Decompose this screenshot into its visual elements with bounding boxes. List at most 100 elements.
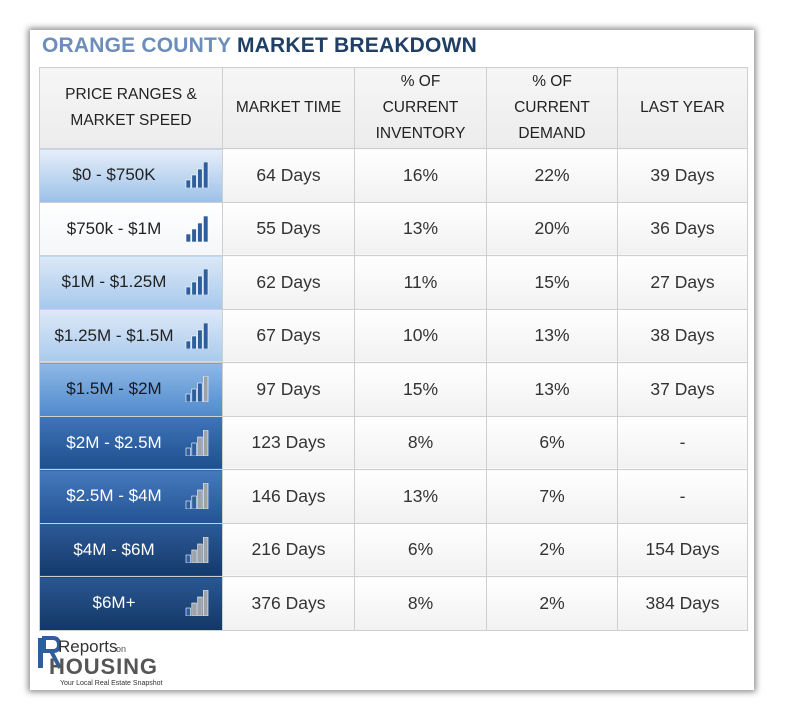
- market-speed-bars-icon: [185, 162, 209, 188]
- speed-bar: [191, 174, 197, 188]
- cell-market-time: 376 Days: [222, 576, 355, 631]
- speed-bar: [191, 442, 197, 456]
- table-row: $1.5M - $2M 97 Days 15% 13% 37 Days: [39, 362, 748, 417]
- speed-bar: [185, 447, 191, 456]
- cell-inventory: 16%: [354, 148, 487, 203]
- cell-inventory: 11%: [354, 255, 487, 310]
- market-speed-bars-icon: [185, 590, 209, 616]
- price-range-cell: $1M - $1.25M: [39, 255, 223, 310]
- cell-inventory: 6%: [354, 522, 487, 577]
- price-range-cell: $750k - $1M: [39, 201, 223, 256]
- market-table: PRICE RANGES & MARKET SPEED MARKET TIME …: [39, 67, 748, 631]
- cell-inventory: 8%: [354, 415, 487, 470]
- price-range-cell: $1.5M - $2M: [39, 362, 223, 417]
- market-speed-bars-icon: [185, 376, 209, 402]
- header-price-ranges: PRICE RANGES & MARKET SPEED: [39, 67, 223, 149]
- table-row: $4M - $6M 216 Days 6% 2% 154 Days: [39, 522, 748, 577]
- speed-bar: [197, 168, 203, 188]
- table-row: $0 - $750K 64 Days 16% 22% 39 Days: [39, 148, 748, 203]
- price-range-label: $6M+: [92, 593, 136, 613]
- speed-bar: [197, 222, 203, 242]
- speed-bar: [185, 233, 191, 242]
- speed-bar: [191, 228, 197, 242]
- header-row: PRICE RANGES & MARKET SPEED MARKET TIME …: [39, 67, 748, 149]
- title-county: ORANGE COUNTY: [42, 34, 231, 57]
- price-range-cell: $6M+: [39, 576, 223, 631]
- speed-bar: [203, 429, 209, 456]
- cell-demand: 22%: [486, 148, 618, 203]
- speed-bar: [185, 340, 191, 349]
- cell-market-time: 67 Days: [222, 308, 355, 363]
- cell-demand: 20%: [486, 201, 618, 256]
- cell-market-time: 97 Days: [222, 362, 355, 417]
- market-speed-bars-icon: [185, 483, 209, 509]
- market-speed-bars-icon: [185, 322, 209, 349]
- header-market-time-label: MARKET TIME: [235, 99, 342, 116]
- cell-demand: 7%: [486, 469, 618, 524]
- logo-word-reports: Reports: [58, 637, 118, 656]
- cell-inventory: 10%: [354, 308, 487, 363]
- price-range-label: $0 - $750K: [72, 165, 156, 185]
- price-range-cell: $2M - $2.5M: [39, 415, 223, 470]
- speed-bar: [197, 489, 203, 509]
- price-range-label: $1.25M - $1.5M: [54, 325, 174, 345]
- header-market-time: MARKET TIME: [222, 67, 355, 149]
- speed-bar: [185, 286, 191, 295]
- logo-tagline: Your Local Real Estate Snapshot: [60, 680, 163, 687]
- cell-last-year: 384 Days: [617, 576, 748, 631]
- table-row: $750k - $1M 55 Days 13% 20% 36 Days: [39, 201, 748, 256]
- price-range-label: $2.5M - $4M: [66, 486, 162, 506]
- cell-demand: 2%: [486, 522, 618, 577]
- price-range-label: $1.5M - $2M: [66, 379, 162, 399]
- market-speed-bars-icon: [185, 215, 209, 242]
- table-row: $1M - $1.25M 62 Days 11% 15% 27 Days: [39, 255, 748, 310]
- table-row: $2M - $2.5M 123 Days 8% 6% -: [39, 415, 748, 470]
- price-range-label: $750k - $1M: [66, 218, 162, 238]
- speed-bar: [197, 436, 203, 456]
- speed-bar: [185, 179, 191, 188]
- reports-on-housing-logo: Reports on HOUSING Your Local Real Estat…: [36, 636, 206, 688]
- cell-demand: 2%: [486, 576, 618, 631]
- cell-last-year: 36 Days: [617, 201, 748, 256]
- price-range-label: $2M - $2.5M: [66, 432, 162, 452]
- cell-market-time: 62 Days: [222, 255, 355, 310]
- cell-last-year: 38 Days: [617, 308, 748, 363]
- speed-bar: [203, 269, 209, 295]
- cell-market-time: 55 Days: [222, 201, 355, 256]
- speed-bar: [203, 483, 209, 509]
- cell-market-time: 216 Days: [222, 522, 355, 577]
- market-breakdown-card: ORANGE COUNTY MARKET BREAKDOWN PRICE RAN…: [30, 30, 754, 690]
- cell-market-time: 146 Days: [222, 469, 355, 524]
- logo-word-on: on: [116, 644, 126, 654]
- speed-bar: [203, 162, 209, 188]
- cell-market-time: 123 Days: [222, 415, 355, 470]
- cell-market-time: 64 Days: [222, 148, 355, 203]
- cell-inventory: 8%: [354, 576, 487, 631]
- speed-bar: [185, 393, 191, 402]
- header-last-year: LAST YEAR: [617, 67, 748, 149]
- cell-last-year: -: [617, 415, 748, 470]
- speed-bar: [203, 376, 209, 402]
- table-body: $0 - $750K 64 Days 16% 22% 39 Days $750k - $1…: [39, 148, 748, 631]
- speed-bar: [197, 275, 203, 295]
- price-range-cell: $4M - $6M: [39, 522, 223, 577]
- speed-bar: [203, 215, 209, 242]
- table-row: $2.5M - $4M 146 Days 13% 7% -: [39, 469, 748, 524]
- speed-bar: [191, 281, 197, 295]
- header-demand: % OF CURRENT DEMAND: [486, 67, 618, 149]
- price-range-label: $4M - $6M: [73, 539, 155, 559]
- speed-bar: [191, 602, 197, 616]
- speed-bar: [191, 388, 197, 402]
- speed-bar: [191, 549, 197, 563]
- price-range-cell: $0 - $750K: [39, 148, 223, 203]
- header-inventory-line1: % OF: [400, 73, 441, 90]
- speed-bar: [185, 554, 191, 563]
- speed-bar: [203, 322, 209, 349]
- logo-word-housing: HOUSING: [49, 654, 157, 679]
- speed-bar: [185, 500, 191, 509]
- header-price-ranges-line1: PRICE RANGES &: [65, 86, 197, 103]
- header-inventory: % OF CURRENT INVENTORY: [354, 67, 487, 149]
- speed-bar: [197, 329, 203, 349]
- price-range-cell: $1.25M - $1.5M: [39, 308, 223, 363]
- speed-bar: [191, 335, 197, 349]
